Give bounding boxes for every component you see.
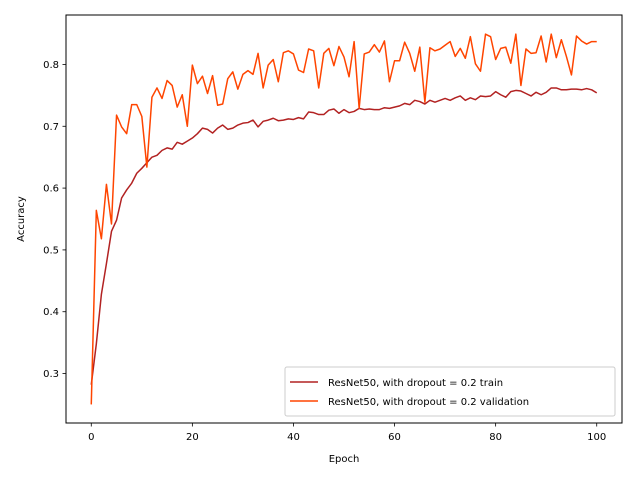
y-axis: 0.3 0.4 0.5 0.6 0.7 0.8: [43, 60, 66, 380]
x-tick-label: 40: [287, 432, 300, 443]
legend-label-validation: ResNet50, with dropout = 0.2 validation: [328, 397, 529, 408]
y-tick-label: 0.6: [43, 184, 59, 195]
y-tick-label: 0.5: [43, 245, 59, 256]
series-line-validation: [90, 33, 597, 405]
x-tick-label: 100: [587, 432, 606, 443]
plot-area: [90, 33, 598, 405]
y-tick-label: 0.8: [43, 60, 59, 71]
y-tick-label: 0.4: [43, 307, 59, 318]
x-tick-label: 60: [388, 432, 401, 443]
legend-box: [284, 366, 616, 417]
series-line-train: [90, 87, 598, 385]
x-axis-label: Epoch: [329, 454, 360, 465]
x-tick-label: 80: [489, 432, 502, 443]
x-axis: 0 20 40 60 80 100: [88, 423, 606, 443]
y-tick-label: 0.3: [43, 369, 59, 380]
y-axis-label: Accuracy: [16, 196, 27, 242]
x-tick-label: 20: [186, 432, 199, 443]
y-tick-label: 0.7: [43, 122, 59, 133]
axes-frame: [65, 14, 623, 424]
x-tick-label: 0: [88, 432, 94, 443]
legend-label-train: ResNet50, with dropout = 0.2 train: [328, 378, 503, 389]
legend: ResNet50, with dropout = 0.2 train ResNe…: [284, 366, 616, 417]
